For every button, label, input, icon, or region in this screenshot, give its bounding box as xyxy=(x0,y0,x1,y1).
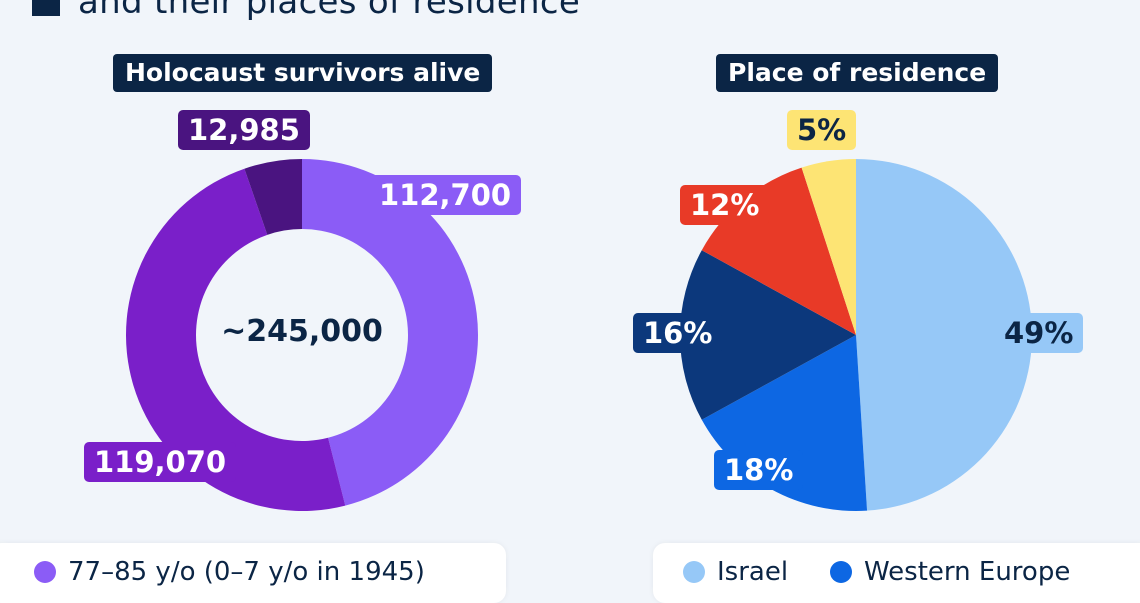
donut-label-2: 119,070 xyxy=(84,442,237,482)
donut-chart-title: Holocaust survivors alive xyxy=(113,54,493,92)
donut-label-1: 112,700 xyxy=(369,175,522,215)
pie-chart-title: Place of residence xyxy=(716,54,999,92)
legend-dot-lightblue-icon xyxy=(683,561,705,583)
heading-text: and their places of residence xyxy=(78,0,581,22)
pie-label-5: 5% xyxy=(787,110,857,150)
legend-left-label: 77–85 y/o (0–7 y/o in 1945) xyxy=(68,557,425,587)
heading-square-icon xyxy=(32,0,60,16)
legend-israel-label: Israel xyxy=(717,557,789,587)
donut-slice-2 xyxy=(125,168,346,511)
legend-left: 77–85 y/o (0–7 y/o in 1945) xyxy=(0,543,506,603)
pie-label-2: 18% xyxy=(714,450,804,490)
legend-left-item: 77–85 y/o (0–7 y/o in 1945) xyxy=(34,557,425,587)
pie-label-3: 16% xyxy=(633,313,723,353)
legend-right-item-israel: Israel xyxy=(683,557,788,587)
pie-slice-3 xyxy=(680,250,856,420)
donut-label-3: 12,985 xyxy=(178,110,310,150)
legend-right-item-western-europe: Western Europe xyxy=(830,557,1070,587)
donut-center-total: ~245,000 xyxy=(221,314,383,349)
legend-dot-purple-icon xyxy=(34,561,56,583)
pie-label-4: 12% xyxy=(680,185,770,225)
legend-right: Israel Western Europe xyxy=(653,543,1140,603)
charts-canvas xyxy=(125,159,1032,511)
pie-slice-5 xyxy=(801,159,856,335)
donut-slice-3 xyxy=(244,159,302,235)
donut-slice-1 xyxy=(302,159,479,506)
chart-heading: and their places of residence xyxy=(32,0,580,22)
pie-slice-1 xyxy=(856,159,1032,511)
legend-dot-blue-icon xyxy=(830,561,852,583)
pie-label-1: 49% xyxy=(994,313,1084,353)
legend-western-europe-label: Western Europe xyxy=(864,557,1071,587)
